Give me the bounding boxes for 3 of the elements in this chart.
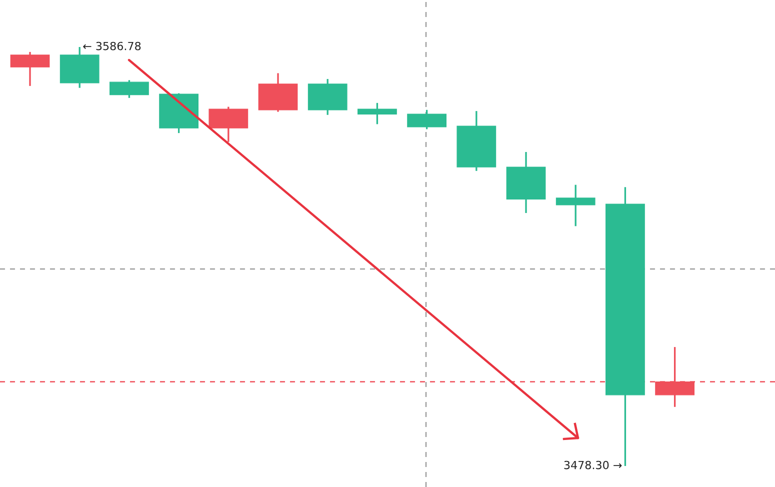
candlestick — [556, 184, 596, 227]
annotation: 3478.30 → — [564, 460, 622, 470]
annotation: ← 3586.78 — [83, 42, 141, 50]
